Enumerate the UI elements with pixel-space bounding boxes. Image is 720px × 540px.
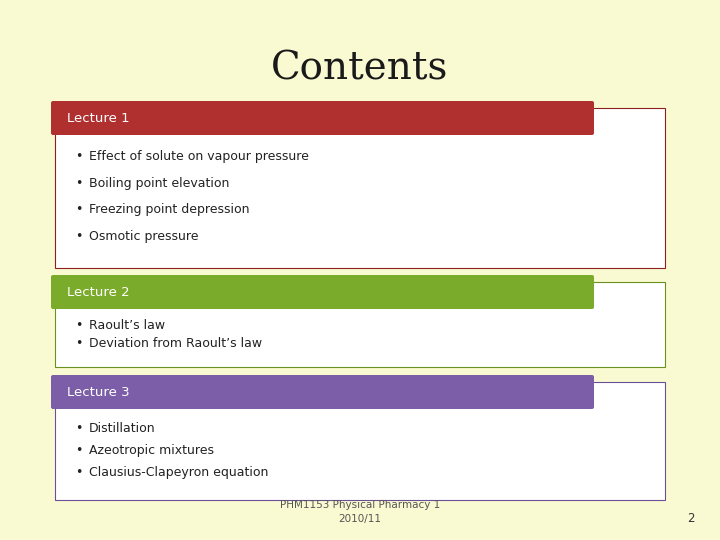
Text: Boiling point elevation: Boiling point elevation bbox=[89, 177, 230, 190]
Text: PHM1153 Physical Pharmacy 1
2010/11: PHM1153 Physical Pharmacy 1 2010/11 bbox=[280, 501, 440, 524]
Text: Azeotropic mixtures: Azeotropic mixtures bbox=[89, 444, 214, 457]
Text: Lecture 3: Lecture 3 bbox=[67, 386, 130, 399]
Text: •: • bbox=[75, 465, 82, 478]
Text: •: • bbox=[75, 230, 82, 242]
Text: •: • bbox=[75, 444, 82, 457]
Text: •: • bbox=[75, 177, 82, 190]
FancyBboxPatch shape bbox=[51, 101, 594, 135]
FancyBboxPatch shape bbox=[51, 375, 594, 409]
Text: •: • bbox=[75, 203, 82, 216]
Text: Freezing point depression: Freezing point depression bbox=[89, 203, 250, 216]
Text: Clausius-Clapeyron equation: Clausius-Clapeyron equation bbox=[89, 465, 269, 478]
Text: Deviation from Raoult’s law: Deviation from Raoult’s law bbox=[89, 336, 262, 350]
Text: Raoult’s law: Raoult’s law bbox=[89, 319, 165, 332]
Text: •: • bbox=[75, 422, 82, 435]
Text: •: • bbox=[75, 336, 82, 350]
Text: Lecture 1: Lecture 1 bbox=[67, 111, 130, 125]
Text: 2: 2 bbox=[688, 511, 695, 524]
Text: •: • bbox=[75, 319, 82, 332]
Text: •: • bbox=[75, 150, 82, 164]
FancyBboxPatch shape bbox=[55, 382, 665, 500]
FancyBboxPatch shape bbox=[55, 108, 665, 268]
Text: Distillation: Distillation bbox=[89, 422, 156, 435]
Text: Effect of solute on vapour pressure: Effect of solute on vapour pressure bbox=[89, 150, 309, 164]
FancyBboxPatch shape bbox=[55, 282, 665, 367]
FancyBboxPatch shape bbox=[51, 275, 594, 309]
Text: Lecture 2: Lecture 2 bbox=[67, 286, 130, 299]
Text: Osmotic pressure: Osmotic pressure bbox=[89, 230, 199, 242]
Text: Contents: Contents bbox=[271, 50, 449, 87]
